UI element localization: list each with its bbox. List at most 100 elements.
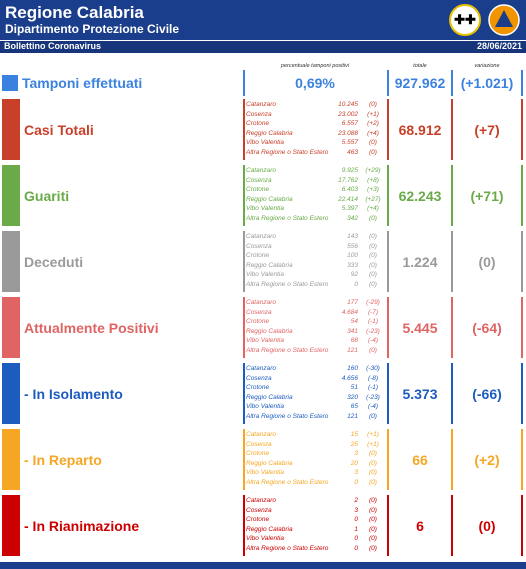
province: Crotone — [246, 384, 270, 391]
svg-text:✚✚: ✚✚ — [454, 12, 476, 27]
row-label: Tamponi effettuati — [22, 75, 143, 91]
province: Reggio Calabria — [246, 327, 293, 335]
province-variation: (0) — [369, 233, 377, 240]
province-value: 3 — [354, 506, 358, 514]
pct: 0,69% — [295, 75, 335, 91]
divider — [243, 429, 245, 490]
province: Vibo Valentia — [246, 535, 284, 542]
province: Crotone — [246, 450, 270, 457]
province: Vibo Valentia — [246, 403, 284, 410]
section-label: Deceduti — [24, 254, 84, 270]
province: Cosenza — [246, 308, 272, 316]
province-value: 9.925 — [341, 167, 358, 174]
province: Crotone — [246, 120, 270, 127]
province: Catanzaro — [246, 299, 276, 306]
province: Crotone — [246, 516, 270, 523]
province-value: 463 — [347, 148, 358, 156]
province-variation: (+2) — [367, 120, 379, 127]
divider — [521, 99, 523, 160]
province-variation: (+1) — [367, 440, 379, 448]
province: Vibo Valentia — [246, 469, 284, 476]
province-value: 5.397 — [341, 205, 358, 212]
province-variation: (+1) — [367, 110, 379, 118]
section-bar — [2, 99, 20, 160]
col-header: totale — [413, 63, 427, 69]
logos: ✚✚ — [449, 4, 520, 36]
province-value: 0 — [354, 544, 358, 552]
province-value: 25 — [350, 440, 358, 448]
province: Catanzaro — [246, 233, 276, 240]
province-value: 121 — [347, 346, 358, 354]
province: Catanzaro — [246, 497, 276, 504]
province-value: 92 — [350, 271, 358, 278]
province-value: 556 — [347, 242, 358, 250]
divider — [387, 70, 389, 96]
province-variation: (-23) — [366, 327, 380, 335]
section-label: - In Rianimazione — [24, 518, 140, 534]
province: Catanzaro — [246, 101, 276, 108]
province-value: 51 — [350, 384, 358, 391]
province-variation: (0) — [369, 148, 377, 156]
variation: (0) — [478, 518, 496, 534]
province-value: 0 — [354, 535, 358, 542]
province-variation: (+27) — [365, 195, 381, 203]
province-variation: (-7) — [367, 308, 379, 316]
province-variation: (0) — [369, 516, 377, 523]
variation: (0) — [478, 254, 496, 270]
total: 1.224 — [402, 254, 438, 270]
col-header: variazione — [474, 63, 500, 69]
province-value: 177 — [347, 299, 358, 306]
province-variation: (0) — [369, 478, 377, 486]
section-label: - In Reparto — [24, 452, 102, 468]
province: Altra Regione o Stato Estero — [246, 478, 329, 486]
icon — [2, 75, 18, 91]
province: Reggio Calabria — [246, 393, 293, 401]
province: Cosenza — [246, 374, 272, 382]
province-variation: (-4) — [367, 337, 379, 344]
province-value: 160 — [347, 365, 358, 372]
province-variation: (-23) — [366, 393, 380, 401]
header-subtitle: Dipartimento Protezione Civile — [5, 22, 180, 36]
province-value: 4.684 — [341, 308, 358, 316]
province-variation: (+3) — [367, 186, 379, 193]
divider — [387, 99, 389, 160]
province: Reggio Calabria — [246, 261, 293, 269]
divider — [521, 363, 523, 424]
variation: (+7) — [474, 122, 500, 138]
divider — [387, 363, 389, 424]
province-variation: (0) — [369, 261, 377, 269]
province-value: 22.414 — [338, 195, 358, 203]
province: Reggio Calabria — [246, 459, 293, 467]
province: Vibo Valentia — [246, 139, 284, 146]
province-variation: (0) — [369, 242, 377, 250]
province: Altra Regione o Stato Estero — [246, 412, 329, 420]
variation: (+71) — [470, 188, 504, 204]
divider — [243, 495, 245, 556]
province: Altra Regione o Stato Estero — [246, 544, 329, 552]
variation: (+2) — [474, 452, 500, 468]
section-bar — [2, 297, 20, 358]
province-variation: (0) — [369, 469, 377, 476]
province-variation: (-1) — [367, 384, 379, 391]
divider — [521, 231, 523, 292]
province-value: 341 — [347, 327, 358, 335]
divider — [387, 495, 389, 556]
divider — [451, 363, 453, 424]
divider — [451, 231, 453, 292]
province-value: 68 — [350, 337, 358, 344]
province-value: 65 — [350, 403, 358, 410]
province-variation: (0) — [369, 544, 377, 552]
province: Catanzaro — [246, 167, 276, 174]
province-value: 54 — [350, 318, 358, 325]
province-value: 23.002 — [338, 110, 358, 118]
province-variation: (0) — [369, 101, 377, 108]
province-variation: (0) — [369, 535, 377, 542]
total: 66 — [412, 452, 428, 468]
divider — [451, 165, 453, 226]
variation: (-66) — [472, 386, 502, 402]
province: Vibo Valentia — [246, 337, 284, 344]
province-variation: (-30) — [366, 365, 380, 372]
divider — [451, 297, 453, 358]
footer-band — [0, 562, 526, 569]
